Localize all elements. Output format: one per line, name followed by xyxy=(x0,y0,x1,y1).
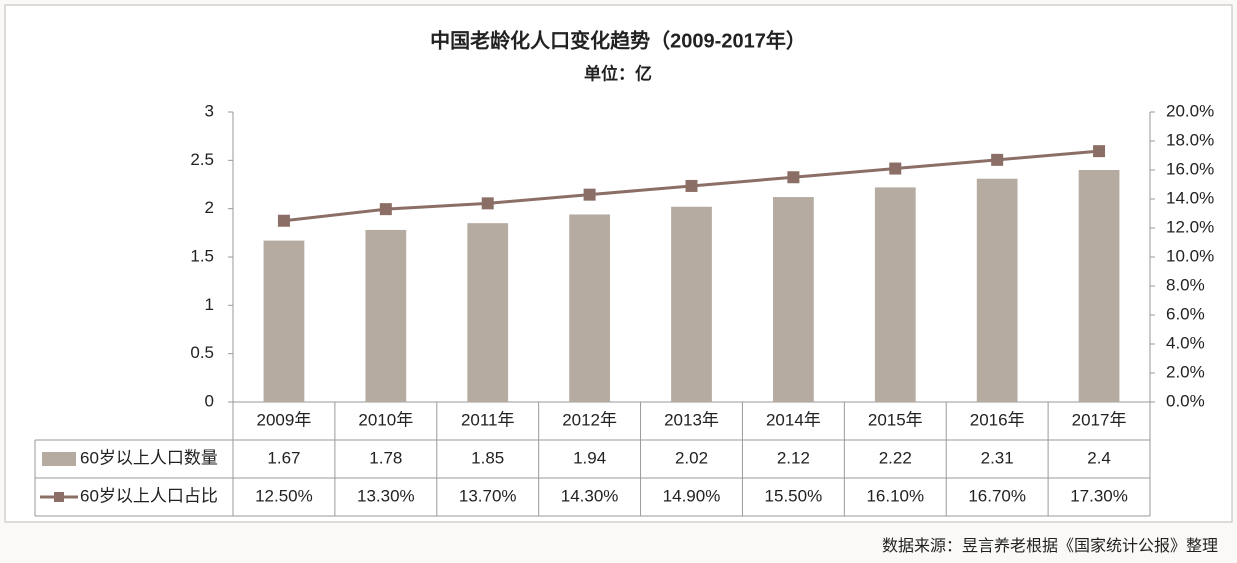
line-marker xyxy=(277,214,290,227)
legend-swatch xyxy=(42,452,76,466)
x-tick-label: 2009年 xyxy=(257,410,312,429)
legend-label: 60岁以上人口占比 xyxy=(80,486,218,505)
y-tick-label: 2 xyxy=(205,198,214,217)
bar xyxy=(1078,170,1120,402)
y2-tick-label: 4.0% xyxy=(1166,333,1205,352)
table-value: 1.78 xyxy=(369,448,402,467)
y2-tick-label: 6.0% xyxy=(1166,304,1205,323)
table-value: 1.67 xyxy=(267,448,300,467)
bar xyxy=(671,206,712,402)
legend-marker xyxy=(54,492,64,502)
table-value: 1.85 xyxy=(471,448,504,467)
y-tick-label: 0 xyxy=(205,391,214,410)
y-tick-label: 0.5 xyxy=(190,343,214,362)
line-marker xyxy=(1093,145,1106,158)
y-tick-label: 2.5 xyxy=(190,150,214,169)
chart-frame xyxy=(4,4,1233,523)
table-value: 1.94 xyxy=(573,448,606,467)
line-marker xyxy=(889,162,902,175)
y2-tick-label: 2.0% xyxy=(1166,362,1205,381)
line-marker xyxy=(379,203,392,216)
table-value: 12.50% xyxy=(255,486,313,505)
bar xyxy=(773,197,814,402)
y2-tick-label: 12.0% xyxy=(1166,217,1214,236)
table-value: 2.12 xyxy=(777,448,810,467)
table-value: 2.22 xyxy=(879,448,912,467)
y2-tick-label: 16.0% xyxy=(1166,159,1214,178)
bar xyxy=(467,223,509,402)
line-marker xyxy=(583,188,596,201)
y-tick-label: 3 xyxy=(205,101,214,120)
y2-tick-label: 14.0% xyxy=(1166,188,1214,207)
table-value: 16.70% xyxy=(968,486,1026,505)
table-value: 2.4 xyxy=(1087,448,1111,467)
x-tick-label: 2016年 xyxy=(970,410,1025,429)
line-marker xyxy=(481,197,494,210)
y2-tick-label: 20.0% xyxy=(1166,101,1214,120)
x-tick-label: 2015年 xyxy=(868,410,923,429)
y2-tick-label: 18.0% xyxy=(1166,130,1214,149)
y2-tick-label: 10.0% xyxy=(1166,246,1214,265)
line-marker xyxy=(991,153,1004,166)
legend-label: 60岁以上人口数量 xyxy=(80,448,218,467)
bar xyxy=(874,187,916,402)
table-value: 16.10% xyxy=(866,486,924,505)
table-value: 2.02 xyxy=(675,448,708,467)
table-value: 14.30% xyxy=(561,486,619,505)
chart-subtitle: 单位：亿 xyxy=(584,63,652,83)
x-tick-label: 2010年 xyxy=(358,410,413,429)
x-tick-label: 2013年 xyxy=(664,410,719,429)
x-tick-label: 2012年 xyxy=(562,410,617,429)
chart-title: 中国老龄化人口变化趋势（2009-2017年） xyxy=(430,28,806,52)
table-value: 2.31 xyxy=(981,448,1014,467)
table-value: 14.90% xyxy=(663,486,721,505)
y-tick-label: 1 xyxy=(205,295,214,314)
y2-tick-label: 8.0% xyxy=(1166,275,1205,294)
y2-tick-label: 0.0% xyxy=(1166,391,1205,410)
x-tick-label: 2011年 xyxy=(461,410,515,429)
source-note: 数据来源：昱言养老根据《国家统计公报》整理 xyxy=(882,537,1218,555)
bar xyxy=(976,178,1018,402)
line-marker xyxy=(685,179,698,192)
bar xyxy=(263,240,305,402)
x-tick-label: 2017年 xyxy=(1072,410,1127,429)
bar xyxy=(569,214,610,402)
y-tick-label: 1.5 xyxy=(190,246,214,265)
table-value: 15.50% xyxy=(765,486,823,505)
table-value: 17.30% xyxy=(1070,486,1128,505)
x-tick-label: 2014年 xyxy=(766,410,821,429)
line-marker xyxy=(787,171,800,184)
table-value: 13.70% xyxy=(459,486,517,505)
table-value: 13.30% xyxy=(357,486,415,505)
bar xyxy=(365,229,407,402)
